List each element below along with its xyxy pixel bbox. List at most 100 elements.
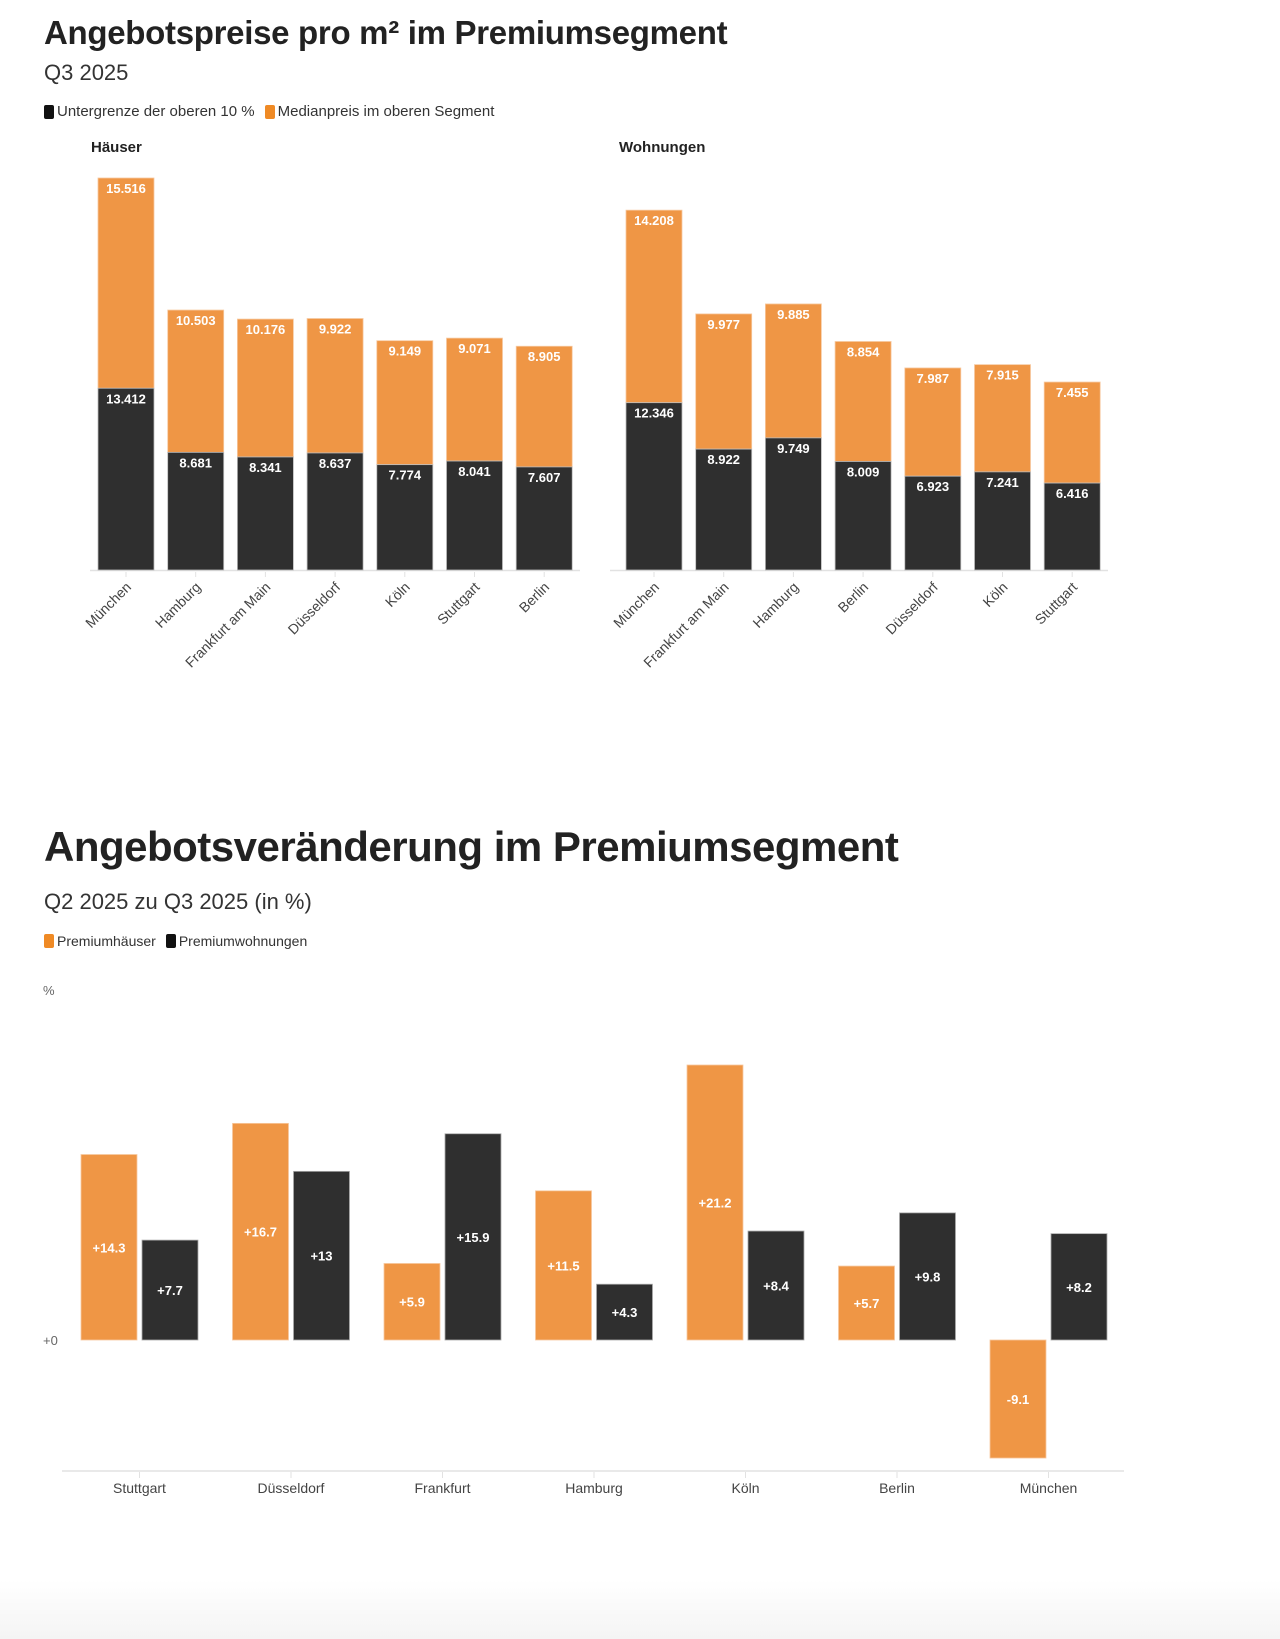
data-label-untergrenze: 8.637: [319, 456, 352, 471]
chart1-subtitle: Q3 2025: [44, 60, 129, 85]
bar-median: [625, 209, 683, 404]
data-label: +21.2: [699, 1196, 732, 1211]
bar-untergrenze: [376, 464, 434, 571]
bar-untergrenze: [904, 475, 962, 571]
panel-label-haeuser: Häuser: [91, 139, 142, 156]
data-label-median: 9.071: [458, 341, 491, 356]
x-tick-label: Berlin: [516, 579, 553, 616]
data-label: +4.3: [612, 1305, 638, 1320]
bar-premiumhaeuser: [232, 1122, 289, 1341]
data-label-median: 10.503: [176, 313, 216, 328]
legend-item-premiumhaeuser: Premiumhäuser: [44, 933, 156, 949]
x-tick-label: Stuttgart: [434, 579, 483, 628]
bar-premiumwohnungen: [747, 1230, 805, 1341]
bottom-fade: [0, 1580, 1280, 1639]
data-label: +14.3: [93, 1240, 126, 1255]
bar-median: [446, 337, 503, 462]
data-label: +5.7: [854, 1296, 880, 1311]
data-label-median: 9.977: [707, 317, 740, 332]
bar-premiumwohnungen: [596, 1283, 653, 1341]
x-tick-label: Köln: [979, 579, 1010, 610]
data-label-median: 8.854: [847, 344, 880, 359]
x-tick-label: Köln: [731, 1480, 759, 1496]
data-label-median: 9.922: [319, 322, 352, 337]
chart2-legend: Premiumhäuser Premiumwohnungen: [44, 933, 313, 949]
data-label-median: 9.885: [777, 307, 810, 322]
bar-median: [695, 313, 753, 450]
bar-premiumhaeuser: [686, 1064, 744, 1341]
x-tick-label: Frankfurt: [414, 1480, 470, 1496]
x-tick-label: Düsseldorf: [258, 1480, 325, 1496]
legend-item-premiumwohnungen: Premiumwohnungen: [165, 933, 308, 949]
bar-median: [765, 303, 822, 439]
bar-untergrenze: [974, 471, 1031, 571]
data-label: +7.7: [157, 1283, 183, 1298]
data-label-untergrenze: 8.341: [249, 460, 282, 475]
bar-untergrenze: [834, 461, 892, 571]
chart2-title: Angebotsveränderung im Premiumsegment: [44, 823, 899, 870]
bar-premiumhaeuser: [80, 1154, 138, 1341]
x-tick-label: Hamburg: [749, 579, 801, 631]
bar-untergrenze: [1043, 482, 1101, 571]
data-label-untergrenze: 8.009: [847, 464, 880, 479]
data-label-median: 8.905: [528, 349, 561, 364]
bar-premiumwohnungen: [293, 1170, 350, 1341]
x-tick-label: München: [610, 579, 662, 631]
data-label-median: 7.987: [917, 371, 950, 386]
chart2-subtitle: Q2 2025 zu Q3 2025 (in %): [44, 889, 312, 914]
bar-untergrenze: [236, 456, 294, 571]
data-label-median: 7.915: [986, 368, 1019, 383]
x-tick-label: Stuttgart: [113, 1480, 166, 1496]
data-label-untergrenze: 6.923: [917, 479, 950, 494]
bar-median: [904, 367, 962, 477]
data-label: -9.1: [1007, 1392, 1029, 1407]
data-label-untergrenze: 13.412: [106, 391, 146, 406]
data-label: +8.4: [763, 1279, 789, 1294]
data-label: +11.5: [547, 1258, 579, 1273]
data-label-untergrenze: 8.922: [707, 452, 740, 467]
data-label-untergrenze: 12.346: [634, 406, 674, 421]
bar-median: [97, 177, 155, 389]
data-label: +15.9: [457, 1230, 490, 1245]
chart1-legend: Untergrenze der oberen 10 % Medianpreis …: [44, 103, 500, 120]
legend-label: Premiumhäuser: [57, 933, 156, 949]
bar-median: [306, 318, 364, 454]
bar-untergrenze: [515, 466, 573, 571]
bar-premiumwohnungen: [1050, 1233, 1108, 1341]
legend-label: Premiumwohnungen: [178, 933, 308, 949]
x-tick-label: Hamburg: [565, 1480, 623, 1496]
bar-untergrenze: [306, 452, 364, 571]
data-label-untergrenze: 7.774: [389, 468, 422, 483]
bar-untergrenze: [695, 448, 753, 571]
x-tick-label: Düsseldorf: [285, 579, 344, 638]
data-label-median: 15.516: [106, 181, 146, 196]
legend-item-untergrenze: Untergrenze der oberen 10 %: [44, 103, 255, 120]
bar-untergrenze: [625, 402, 683, 571]
data-label-median: 14.208: [634, 213, 674, 228]
bar-median: [236, 318, 294, 458]
bar-premiumhaeuser: [838, 1265, 895, 1341]
data-label-median: 10.176: [246, 322, 286, 337]
bar-median: [515, 345, 573, 468]
bar-median: [167, 309, 225, 453]
data-label-untergrenze: 8.041: [458, 464, 491, 479]
data-label-median: 7.455: [1056, 385, 1089, 400]
y-zero-label: +0: [43, 1333, 58, 1348]
bar-premiumwohnungen: [899, 1212, 956, 1341]
bar-premiumhaeuser: [989, 1339, 1047, 1459]
data-label-untergrenze: 9.749: [777, 441, 810, 456]
bar-premiumhaeuser: [535, 1190, 592, 1341]
legend-item-median: Medianpreis im oberen Segment: [264, 103, 494, 120]
legend-swatch-orange: [44, 934, 54, 948]
bar-untergrenze: [765, 437, 822, 571]
bar-untergrenze: [97, 387, 155, 571]
data-label: +9.8: [915, 1269, 941, 1284]
chart1-title: Angebotspreise pro m² im Premiumsegment: [44, 14, 728, 51]
x-tick-label: Köln: [382, 579, 413, 610]
bar-untergrenze: [167, 451, 225, 571]
data-label-untergrenze: 6.416: [1056, 486, 1089, 501]
bar-median: [974, 364, 1031, 473]
bar-premiumwohnungen: [444, 1133, 502, 1341]
data-label: +13: [310, 1249, 332, 1264]
